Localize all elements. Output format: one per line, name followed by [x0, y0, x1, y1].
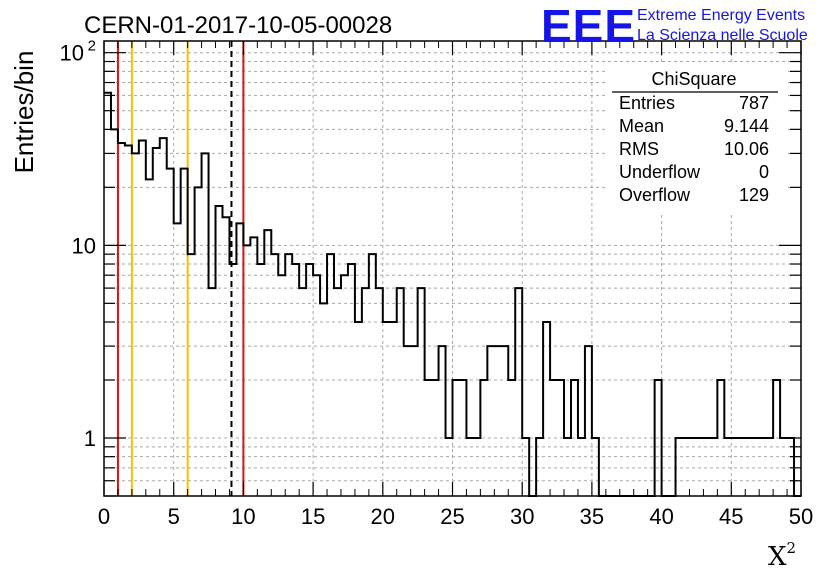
histogram-bin	[501, 346, 508, 496]
x-axis-label-sup: 2	[787, 539, 797, 557]
histogram-bin	[278, 275, 285, 496]
y-axis-label: Entries/bin	[9, 51, 39, 174]
histogram-bin	[139, 141, 146, 496]
x-tick-label: 40	[649, 504, 673, 529]
stats-row-label: Overflow	[619, 185, 691, 205]
stats-row-value: 787	[739, 93, 769, 113]
x-tick-label: 45	[719, 504, 743, 529]
x-tick-label: 50	[789, 504, 813, 529]
x-tick-label: 20	[371, 504, 395, 529]
histogram-bin	[320, 303, 327, 496]
stats-box-bg	[608, 64, 786, 214]
y-tick-label: 10	[60, 41, 84, 66]
histogram-bin	[188, 254, 195, 496]
stats-row-label: Entries	[619, 93, 675, 113]
histogram-bin	[313, 275, 320, 496]
logo-eee: EEE	[541, 0, 636, 52]
histogram-bin	[390, 322, 397, 496]
stats-box: ChiSquare Entries 787 Mean 9.144 RMS 10.06 Und…	[608, 64, 786, 214]
histogram-bin	[202, 153, 209, 496]
histogram-bin	[397, 288, 404, 496]
marker-layer	[116, 41, 245, 496]
x-tick-label: 15	[301, 504, 325, 529]
histogram-bin	[515, 288, 522, 496]
stats-row-label: Underflow	[619, 162, 701, 182]
stats-row-value: 129	[739, 185, 769, 205]
histogram-bin	[404, 346, 411, 496]
x-tick-label: 0	[98, 504, 110, 529]
histogram-bin	[125, 145, 132, 496]
x-tick-label: 5	[168, 504, 180, 529]
histogram-bin	[362, 288, 369, 496]
histogram-bin	[250, 237, 257, 496]
stats-row-label: Mean	[619, 116, 664, 136]
x-tick-label: 30	[510, 504, 534, 529]
histogram-bin	[271, 254, 278, 496]
histogram-bin	[222, 217, 229, 496]
histogram-bin	[285, 254, 292, 496]
histogram-bin	[369, 254, 376, 496]
y-tick-label: 1	[84, 426, 96, 451]
histogram-bin	[585, 346, 592, 496]
histogram-bin	[160, 138, 167, 496]
histogram-bin	[494, 346, 501, 496]
histogram-bin	[543, 322, 550, 496]
stats-row-value: 9.144	[724, 116, 769, 136]
stats-title: ChiSquare	[651, 69, 736, 89]
histogram-layer	[104, 91, 801, 497]
logo-line1: Extreme Energy Events	[637, 7, 805, 24]
grid-layer	[104, 41, 801, 497]
y-tick-label: 10	[72, 233, 96, 258]
histogram-bin	[327, 254, 334, 496]
x-tick-label: 35	[580, 504, 604, 529]
histogram-bin	[418, 288, 425, 496]
histogram-bin	[376, 288, 383, 496]
stats-row-value: 0	[759, 162, 769, 182]
histogram-bin	[111, 129, 118, 496]
stats-row-label: RMS	[619, 139, 659, 159]
histogram-bin	[439, 346, 446, 496]
histogram-bin	[118, 143, 125, 496]
stats-row-value: 10.06	[724, 139, 769, 159]
histogram-outline	[104, 91, 801, 497]
x-tick-label: 10	[231, 504, 255, 529]
y-tick-label-exponent: 2	[88, 38, 96, 55]
tick-layer	[103, 41, 802, 497]
histogram-bin	[341, 275, 348, 496]
histogram-bin	[334, 288, 341, 496]
histogram-bin	[195, 187, 202, 496]
chart-title: CERN-01-2017-10-05-00028	[84, 12, 392, 39]
logo: EEE Extreme Energy Events La Scienza nel…	[541, 0, 808, 52]
histogram-bin	[299, 288, 306, 496]
histogram-bin	[383, 322, 390, 496]
histogram-bin	[146, 179, 153, 496]
histogram-bin	[264, 230, 271, 496]
histogram-bin	[411, 346, 418, 496]
histogram-bin	[216, 206, 223, 496]
stats-rows: Entries 787 Mean 9.144 RMS 10.06 Underflow 0 Ove…	[619, 93, 769, 205]
x-tick-label: 25	[440, 504, 464, 529]
histogram-bin	[355, 322, 362, 496]
x-axis-label: X2	[768, 539, 796, 572]
histogram-bin	[243, 245, 250, 496]
histogram-bin	[487, 346, 494, 496]
histogram-bin	[132, 153, 139, 496]
histogram-bin	[209, 288, 216, 496]
logo-line2: La Scienza nelle Scuole	[637, 27, 808, 44]
